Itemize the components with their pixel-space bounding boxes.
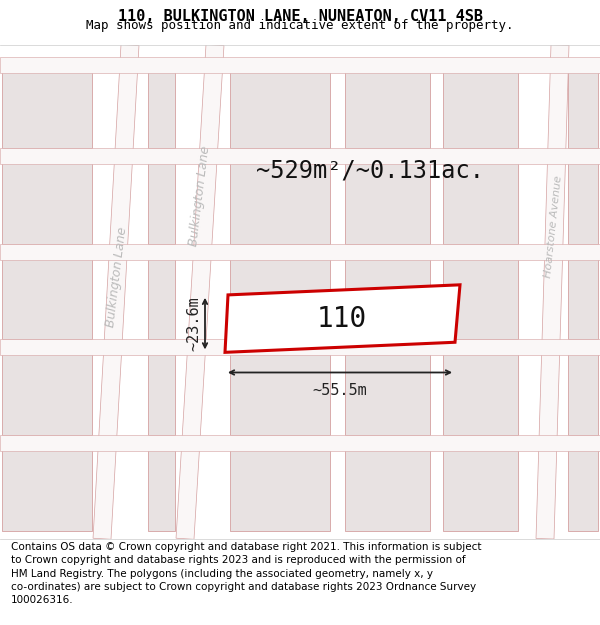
Bar xyxy=(148,256,175,339)
Bar xyxy=(2,351,92,435)
Bar xyxy=(568,351,598,435)
Bar xyxy=(443,160,518,244)
Bar xyxy=(230,256,330,339)
Text: Map shows position and indicative extent of the property.: Map shows position and indicative extent… xyxy=(86,19,514,32)
Bar xyxy=(230,351,330,435)
Bar xyxy=(345,447,430,531)
Bar xyxy=(230,160,330,244)
Text: ~529m²/~0.131ac.: ~529m²/~0.131ac. xyxy=(256,159,484,183)
Polygon shape xyxy=(225,285,460,352)
Polygon shape xyxy=(536,45,569,539)
Bar xyxy=(0,339,600,356)
Text: Contains OS data © Crown copyright and database right 2021. This information is : Contains OS data © Crown copyright and d… xyxy=(11,542,481,605)
Text: Bulkington Lane: Bulkington Lane xyxy=(187,145,212,247)
Bar xyxy=(345,64,430,148)
Bar xyxy=(148,64,175,148)
Polygon shape xyxy=(93,44,139,539)
Bar xyxy=(568,64,598,148)
Text: ~55.5m: ~55.5m xyxy=(313,382,367,398)
Bar xyxy=(443,447,518,531)
Bar xyxy=(2,64,92,148)
Bar xyxy=(2,447,92,531)
Bar xyxy=(2,256,92,339)
Text: 110, BULKINGTON LANE, NUNEATON, CV11 4SB: 110, BULKINGTON LANE, NUNEATON, CV11 4SB xyxy=(118,9,482,24)
Bar xyxy=(0,435,600,451)
Bar xyxy=(345,256,430,339)
Bar xyxy=(443,351,518,435)
Bar xyxy=(148,351,175,435)
Polygon shape xyxy=(176,44,224,539)
Bar xyxy=(230,64,330,148)
Bar xyxy=(345,351,430,435)
Bar xyxy=(0,244,600,259)
Text: 110: 110 xyxy=(317,304,367,332)
Text: Hoarstone Avenue: Hoarstone Avenue xyxy=(542,175,563,278)
Bar xyxy=(443,256,518,339)
Bar xyxy=(2,160,92,244)
Bar xyxy=(230,447,330,531)
Bar xyxy=(568,256,598,339)
Text: Bulkington Lane: Bulkington Lane xyxy=(104,226,130,328)
Bar xyxy=(568,160,598,244)
Bar xyxy=(0,148,600,164)
Bar xyxy=(148,160,175,244)
Text: ~23.6m: ~23.6m xyxy=(186,296,201,351)
Bar xyxy=(148,447,175,531)
Bar xyxy=(345,160,430,244)
Bar xyxy=(568,447,598,531)
Bar xyxy=(443,64,518,148)
Bar xyxy=(0,57,600,73)
